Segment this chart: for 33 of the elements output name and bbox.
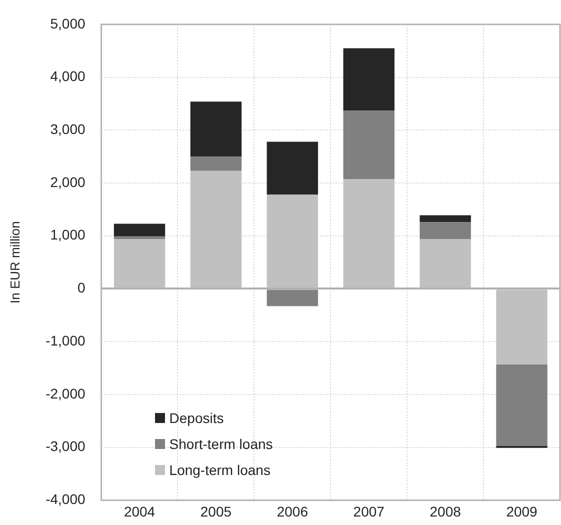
bar xyxy=(420,215,471,222)
y-tick-label: 3,000 xyxy=(50,120,86,137)
x-tick-label: 2007 xyxy=(353,503,385,520)
bar xyxy=(343,110,394,180)
bar xyxy=(266,290,318,306)
x-tick-label: 2009 xyxy=(506,503,538,520)
legend-label: Long-term loans xyxy=(169,462,270,478)
y-axis-title: In EUR million xyxy=(7,221,22,304)
y-tick-label: -2,000 xyxy=(46,385,86,402)
y-tick-label: 2,000 xyxy=(50,174,86,190)
bar xyxy=(343,48,394,111)
y-tick-label: -3,000 xyxy=(46,438,86,454)
bar xyxy=(114,236,166,240)
x-tick-label: 2006 xyxy=(276,503,308,520)
y-tick-label: -4,000 xyxy=(46,491,86,508)
legend-label: Short-term loans xyxy=(169,436,273,452)
bar xyxy=(420,222,471,240)
bar xyxy=(114,224,166,236)
bar xyxy=(190,156,242,171)
x-tick-label: 2005 xyxy=(200,503,232,520)
y-tick-label: 0 xyxy=(78,280,86,296)
legend-label: Deposits xyxy=(169,410,224,426)
y-tick-label: 5,000 xyxy=(50,15,86,32)
y-tick-label: 4,000 xyxy=(50,68,86,84)
x-tick-label: 2008 xyxy=(430,503,462,520)
bar xyxy=(114,239,166,288)
bar xyxy=(496,364,548,446)
bar xyxy=(266,142,318,195)
bar xyxy=(190,102,242,157)
y-tick-label: 1,000 xyxy=(50,226,86,243)
x-tick-label: 2004 xyxy=(124,503,156,520)
y-tick-label: -1,000 xyxy=(46,332,86,348)
bar xyxy=(420,239,471,288)
